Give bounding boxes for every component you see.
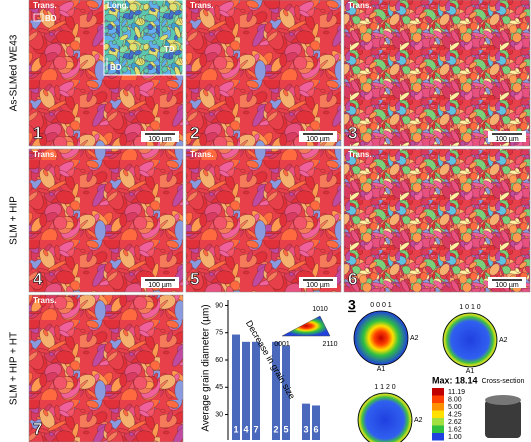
pole-axis: A1 — [466, 368, 475, 375]
y-tick-label: 30 — [215, 411, 223, 418]
inset-label: Cross-section — [482, 378, 525, 385]
ebsd-map — [185, 0, 342, 147]
legend-swatch — [432, 418, 444, 426]
ebsd-map — [28, 294, 184, 442]
panel-number: 4 — [33, 269, 43, 288]
pole-figure — [353, 310, 409, 366]
pole-axis: A2 — [414, 417, 423, 424]
color-key-label: 2110 — [322, 341, 337, 348]
bar-label: 4 — [243, 424, 248, 434]
bd-label: BD — [45, 14, 57, 23]
pole-figure-title: 1 0 1 0 — [459, 304, 481, 311]
scale-bar-label: 100 µm — [148, 136, 172, 143]
panel-number: 3 — [348, 123, 357, 142]
row-label: As-SLMed WE43 — [9, 34, 20, 111]
row-label: SLM + HIP + HT — [9, 332, 20, 405]
panel-number: 5 — [190, 269, 199, 288]
row-label: SLM + HIP — [9, 196, 20, 245]
scale-bar-label: 100 µm — [306, 282, 330, 289]
ebsd-map — [343, 0, 531, 147]
panel-label: 3 — [348, 297, 356, 313]
scale-bar-label: 100 µm — [306, 136, 330, 143]
orientation-label: Trans. — [33, 150, 57, 159]
bar-label: 5 — [283, 424, 288, 434]
legend-swatch — [432, 388, 444, 396]
bar-label: 3 — [303, 424, 308, 434]
scale-bar-box — [488, 131, 526, 142]
scale-bar-box — [141, 131, 179, 142]
pole-axis: A1 — [377, 366, 386, 373]
bar — [312, 405, 320, 440]
pole-figure — [442, 312, 498, 368]
legend-level: 11.19 — [448, 389, 465, 396]
scale-bar-box — [299, 277, 337, 288]
bar — [232, 334, 240, 440]
bar — [272, 341, 280, 440]
bar-label: 2 — [273, 424, 278, 434]
scale-bar-box — [299, 131, 337, 142]
scale-bar-box — [141, 277, 179, 288]
ebsd-map — [28, 148, 184, 293]
legend-swatch — [432, 433, 444, 441]
y-tick-label: 90 — [215, 302, 223, 309]
ebsd-map — [343, 148, 531, 293]
pole-figure — [357, 392, 413, 442]
panel-number: 1 — [33, 123, 42, 142]
y-tick-label: 60 — [215, 357, 223, 364]
cross-section-icon — [485, 400, 521, 438]
bar-label: 1 — [233, 424, 238, 434]
bar — [242, 341, 250, 440]
orientation-label: Trans. — [348, 150, 372, 159]
legend-swatch — [432, 410, 444, 418]
panel-number: 6 — [348, 269, 357, 288]
ebsd-map — [185, 148, 342, 293]
bar-label: 6 — [313, 424, 318, 434]
pole-figure-title: 0 0 0 1 — [370, 302, 392, 309]
legend-title: Max: 18.14 — [432, 375, 478, 385]
legend-level: 2.62 — [448, 419, 462, 426]
panel-number: 2 — [190, 123, 199, 142]
orientation-label: Trans. — [190, 150, 214, 159]
legend-level: 1.00 — [448, 434, 462, 441]
scale-bar-label: 100 µm — [495, 136, 519, 143]
scale-bar-label: 100 µm — [495, 282, 519, 289]
bar-label: 7 — [253, 424, 258, 434]
scale-bar-label: 100 µm — [148, 282, 172, 289]
pole-figure-title: 1 1 2 0 — [374, 384, 396, 391]
orientation-label: Trans. — [348, 1, 372, 10]
legend-swatch — [432, 403, 444, 411]
bd-icon — [33, 13, 44, 22]
bar — [302, 403, 310, 440]
legend-level: 4.25 — [448, 411, 462, 418]
inset-label: Long. — [107, 1, 129, 10]
orientation-label: Trans. — [190, 1, 214, 10]
orientation-label: Trans. — [33, 296, 57, 305]
scale-bar-box — [488, 277, 526, 288]
y-tick-label: 75 — [215, 330, 223, 337]
pole-axis: A2 — [410, 335, 419, 342]
color-key-label: 0001 — [274, 341, 290, 348]
legend-level: 8.00 — [448, 396, 462, 403]
legend-level: 5.00 — [448, 404, 462, 411]
inset-map — [103, 0, 184, 76]
panel-number: 7 — [33, 419, 42, 438]
inset-axis: TD — [164, 45, 175, 54]
bar — [252, 341, 260, 440]
inset-axis: BD — [110, 63, 122, 72]
y-tick-label: 45 — [215, 384, 223, 391]
y-axis-label: Average grain diameter (µm) — [201, 304, 212, 431]
legend-level: 1.62 — [448, 426, 462, 433]
bar — [282, 345, 290, 440]
pole-axis: A2 — [499, 337, 508, 344]
legend-swatch — [432, 395, 444, 403]
color-key-label: 1010 — [312, 306, 328, 313]
legend-swatch — [432, 425, 444, 433]
cross-section-top — [485, 395, 521, 405]
color-key — [281, 315, 331, 337]
orientation-label: Trans. — [33, 1, 57, 10]
